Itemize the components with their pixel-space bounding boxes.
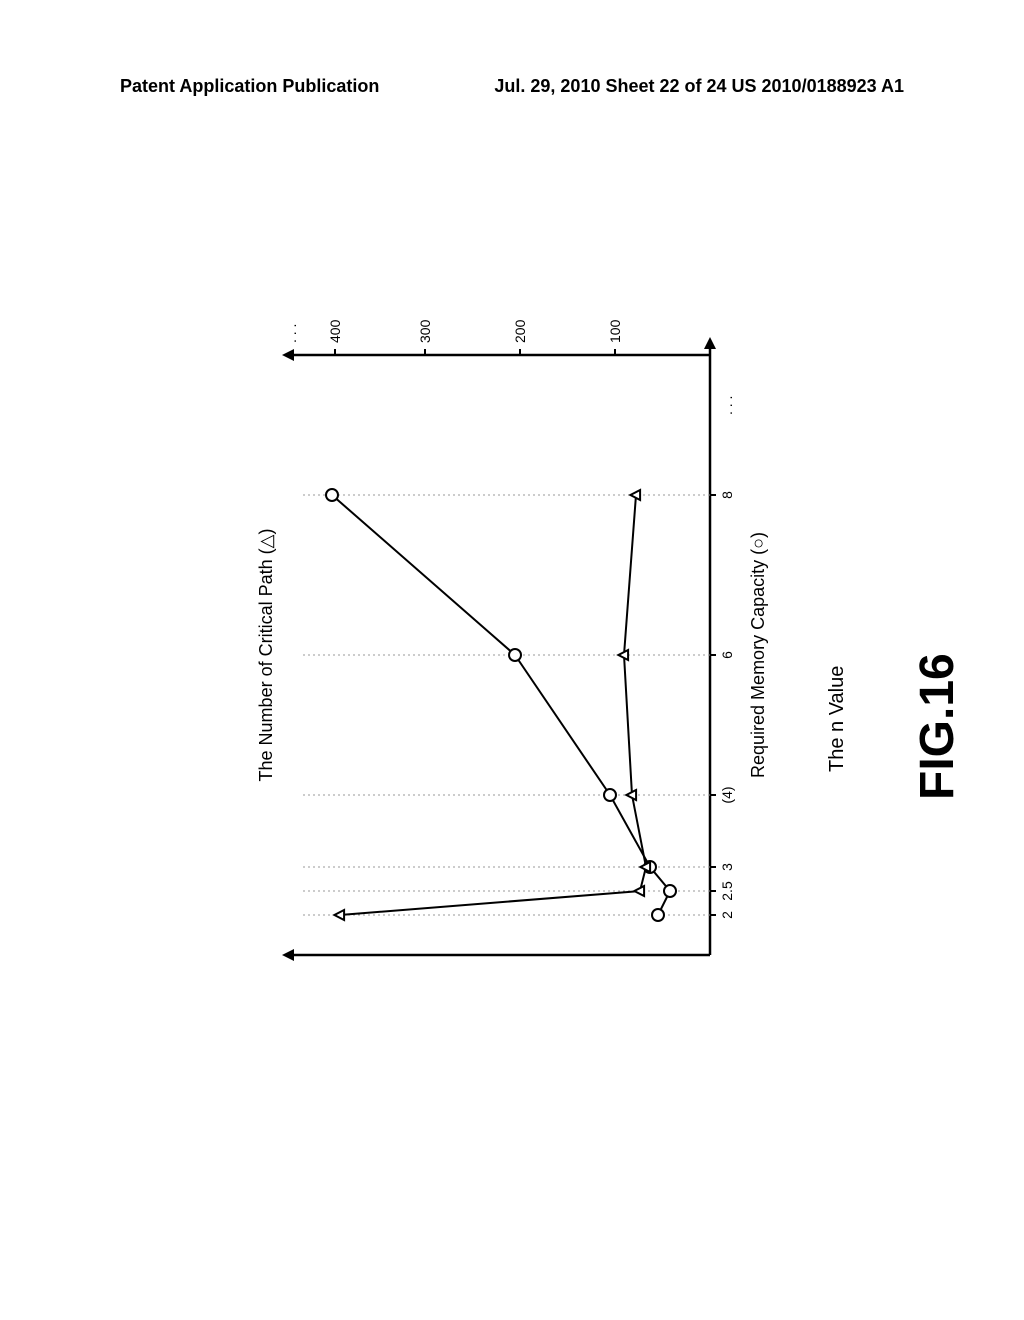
svg-text:6: 6 — [719, 651, 735, 659]
svg-text:3: 3 — [719, 863, 735, 871]
figure-container: 2 2.5 3 (4) 6 8 . . . 100 200 300 400 . . . The Numb… — [190, 180, 840, 1130]
svg-text:. . .: . . . — [719, 396, 735, 415]
svg-text:2: 2 — [719, 911, 735, 919]
chart-svg: 2 2.5 3 (4) 6 8 . . . 100 200 300 400 . . . The Numb… — [190, 180, 840, 1130]
svg-text:8: 8 — [719, 491, 735, 499]
svg-text:The Number of Critical Path (△: The Number of Critical Path (△) — [256, 529, 276, 782]
page-header: Patent Application Publication Jul. 29, … — [0, 76, 1024, 97]
svg-text:100: 100 — [607, 319, 623, 343]
header-right: Jul. 29, 2010 Sheet 22 of 24 US 2010/018… — [494, 76, 904, 97]
svg-text:400: 400 — [327, 319, 343, 343]
svg-text:200: 200 — [512, 319, 528, 343]
svg-text:Required Memory Capacity (○): Required Memory Capacity (○) — [748, 532, 768, 778]
svg-text:. . .: . . . — [283, 324, 299, 343]
x-axis-label: The n Value — [826, 666, 849, 772]
svg-text:2.5: 2.5 — [719, 881, 735, 901]
svg-text:(4): (4) — [719, 786, 735, 803]
header-left: Patent Application Publication — [120, 76, 379, 97]
svg-text:300: 300 — [417, 319, 433, 343]
figure-label: FIG.16 — [910, 653, 965, 800]
